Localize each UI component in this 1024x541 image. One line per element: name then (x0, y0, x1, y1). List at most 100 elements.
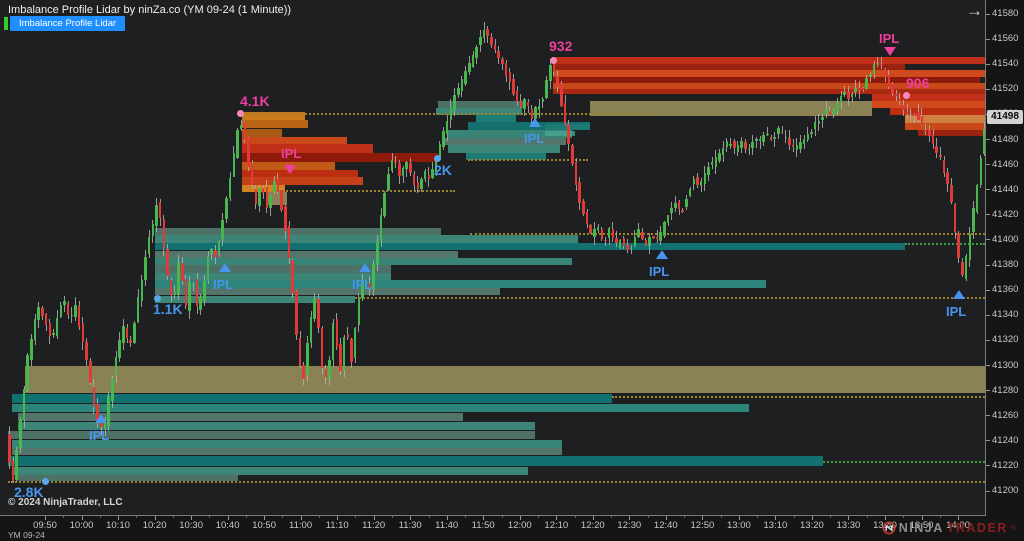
time-minor-tick-mark (465, 516, 466, 518)
scroll-to-latest-arrow-icon[interactable]: → (966, 1, 983, 20)
candle-wick (939, 146, 941, 160)
candle-body (953, 203, 957, 232)
candle-body (48, 322, 51, 337)
profile-bar (155, 288, 500, 295)
candle-body (596, 226, 600, 230)
candle-wick (630, 245, 632, 255)
dotted-level-line (468, 159, 588, 161)
profile-bar (918, 130, 985, 136)
candle-body (802, 139, 806, 144)
candle-body (225, 198, 228, 219)
candle-body (173, 291, 177, 295)
profile-bar (155, 280, 766, 288)
candle-body (239, 125, 243, 129)
candle-wick (925, 123, 927, 136)
candle-body (118, 340, 121, 358)
candle-body (302, 365, 305, 379)
time-tick-label: 13:30 (836, 520, 861, 531)
marker-dot (154, 295, 161, 302)
candle-body (861, 88, 865, 90)
candle-body (199, 297, 202, 310)
candle-body (140, 279, 143, 302)
candle-body (457, 88, 460, 95)
candle-body (666, 215, 670, 224)
time-tick-label: 13:10 (763, 520, 788, 531)
candle-body (777, 127, 780, 134)
candle-body (648, 236, 651, 247)
candle-body (920, 115, 924, 125)
time-tick-mark (848, 516, 850, 520)
time-tick-mark (556, 516, 558, 520)
candle-body (8, 433, 11, 464)
time-tick-mark (885, 516, 886, 520)
candle-body (773, 137, 776, 140)
candle-body (365, 282, 368, 284)
ipl-down-triangle (284, 165, 296, 174)
candle-body (221, 219, 224, 239)
candle-wick (774, 132, 776, 148)
dotted-level-line (242, 113, 650, 115)
price-tick-mark (986, 490, 990, 492)
price-tick-label: 41320 (992, 334, 1019, 346)
candle-body (59, 305, 62, 318)
candle-body (935, 146, 938, 154)
candle-body (843, 91, 846, 96)
candle-body (644, 239, 648, 245)
time-tick-mark (373, 516, 375, 520)
candle-body (155, 205, 158, 226)
price-tick-label: 41260 (992, 409, 1019, 421)
candle-body (313, 298, 316, 319)
candle-body (177, 262, 180, 295)
candle-body (265, 187, 269, 208)
time-tick-mark (446, 516, 448, 520)
candle-body (280, 190, 283, 211)
brand-registered-mark: ® (1010, 524, 1016, 532)
candle-body (184, 278, 188, 306)
candle-body (497, 51, 500, 58)
price-axis[interactable]: 41498 4158041560415404152041500414804146… (986, 0, 1024, 515)
candle-body (519, 101, 522, 107)
ninjatrader-logo-icon (882, 521, 896, 535)
candle-body (523, 99, 526, 110)
candle-body (968, 233, 971, 260)
candle-body (243, 122, 246, 140)
ipl-label: IPL (649, 264, 670, 279)
candle-wick (755, 137, 757, 148)
candle-body (858, 88, 861, 92)
price-tick-label: 41420 (992, 208, 1019, 220)
time-axis[interactable]: YM 09-24 NINJA TRADER ® 09:50 10:00 10:10 10:… (0, 516, 1024, 541)
candle-body (228, 178, 232, 199)
candle-body (387, 174, 390, 191)
candle-body (151, 224, 154, 237)
candle-body (133, 322, 136, 344)
candle-body (832, 110, 835, 115)
price-tick-label: 41560 (992, 33, 1019, 45)
indicator-button[interactable]: Imbalance Profile Lidar (10, 16, 126, 31)
candle-body (721, 148, 725, 155)
profile-bars-layer (8, 57, 985, 481)
time-minor-tick-mark (684, 516, 686, 518)
candle-body (979, 157, 982, 186)
profile-bar (155, 273, 391, 280)
candle-body (295, 291, 298, 336)
time-tick-label: 11:20 (362, 520, 386, 531)
candle-body (663, 222, 666, 237)
profile-bar (18, 422, 535, 430)
candle-body (699, 180, 703, 186)
candle-body (353, 327, 357, 359)
candle-body (409, 163, 412, 173)
time-minor-tick-mark (720, 516, 722, 518)
profile-bar (12, 448, 562, 455)
profile-bar (553, 64, 905, 70)
time-tick-mark (483, 516, 485, 520)
price-tick-label: 41340 (992, 309, 1019, 321)
candle-body (725, 141, 729, 148)
price-tick-label: 41460 (992, 158, 1019, 170)
candle-body (442, 130, 445, 147)
candle-body (394, 161, 397, 164)
profile-bar (155, 251, 458, 258)
candle-body (55, 317, 59, 336)
time-minor-tick-mark (245, 516, 247, 518)
time-tick-label: 13:50 (909, 520, 934, 531)
chart-plot-area[interactable]: 4.1K 932 906 2K 1.1K 2.8K IPL IPL IPL IPL IPL IPL IP… (0, 0, 986, 516)
